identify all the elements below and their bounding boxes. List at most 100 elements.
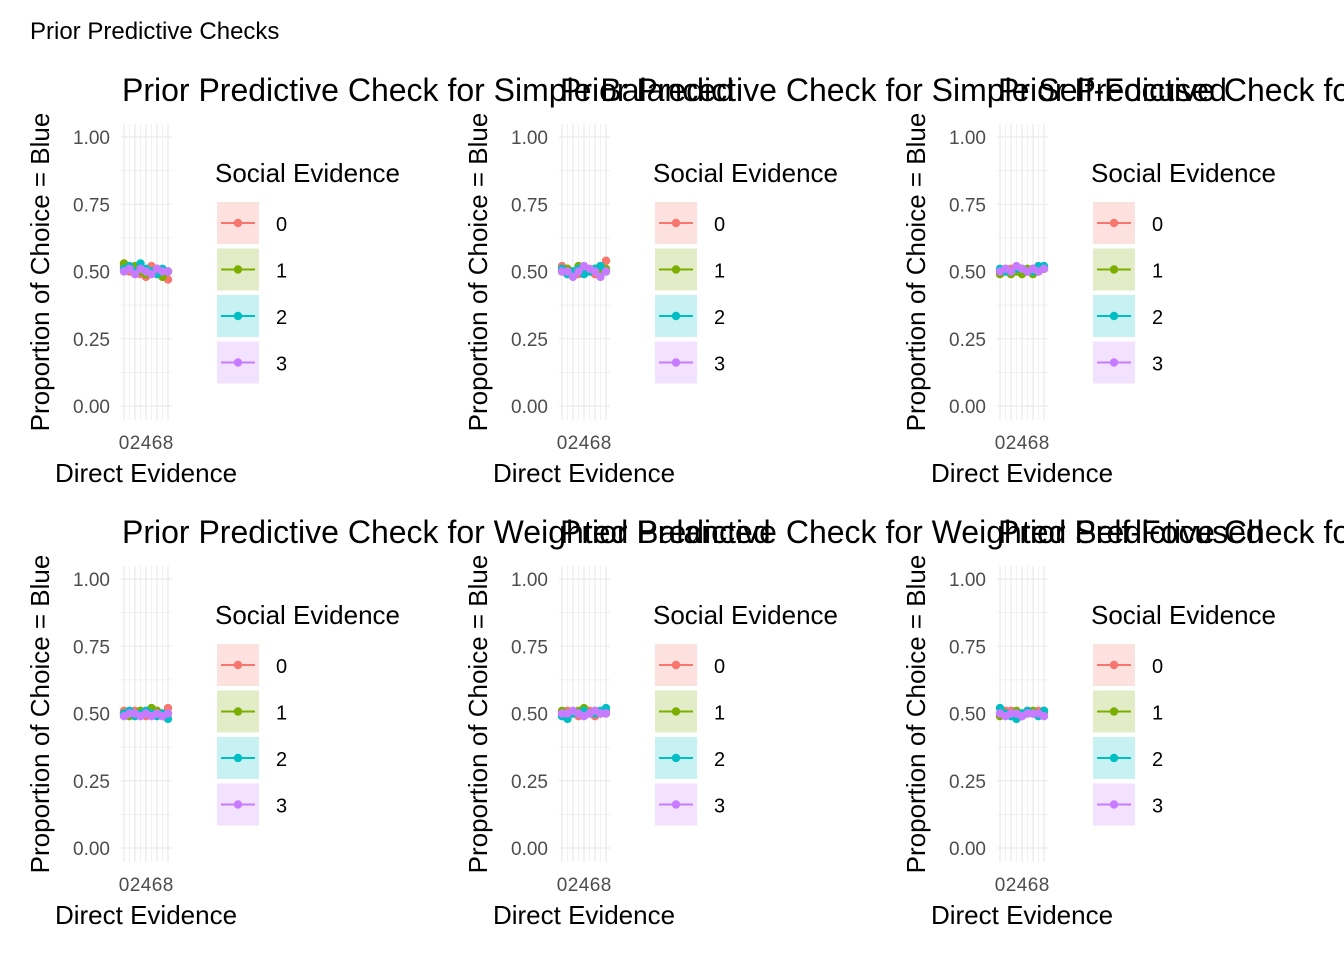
legend-label: 3 xyxy=(276,354,287,376)
legend-key-2: 2 xyxy=(655,737,725,779)
legend-title: Social Evidence xyxy=(653,600,838,630)
legend-label: 1 xyxy=(714,703,725,725)
legend: Social Evidence 0 1 2 3 xyxy=(653,158,838,384)
x-tick-label: 8 xyxy=(601,875,612,896)
legend-key-0: 0 xyxy=(655,644,725,686)
y-tick-label: 0.00 xyxy=(73,839,110,860)
legend-point xyxy=(1109,218,1119,228)
legend: Social Evidence 0 1 2 3 xyxy=(653,600,838,826)
x-tick-label: 0 xyxy=(995,433,1006,454)
legend-point xyxy=(671,265,681,274)
y-tick-label: 0.75 xyxy=(73,195,110,216)
legend-title: Social Evidence xyxy=(215,600,400,630)
legend-label: 3 xyxy=(276,796,287,818)
legend-point xyxy=(1109,265,1119,274)
legend-label: 0 xyxy=(714,214,725,236)
legend-label: 1 xyxy=(276,703,287,725)
x-tick-label: 2 xyxy=(568,875,579,896)
x-tick-label: 4 xyxy=(1017,433,1028,454)
y-tick-label: 0.00 xyxy=(511,397,548,418)
x-axis-title: Direct Evidence xyxy=(931,458,1113,488)
data-point xyxy=(590,267,600,276)
y-tick-label: 0.25 xyxy=(511,330,548,351)
legend-key-1: 1 xyxy=(655,248,725,291)
y-tick-label: 0.50 xyxy=(949,263,986,284)
x-tick-label: 4 xyxy=(579,433,590,454)
legend-point xyxy=(671,707,681,716)
legend-key-2: 2 xyxy=(217,737,287,779)
x-tick-label: 4 xyxy=(579,875,590,896)
x-tick-label: 4 xyxy=(1017,875,1028,896)
y-tick-label: 0.00 xyxy=(73,397,110,418)
x-axis-title: Direct Evidence xyxy=(931,900,1113,930)
data-point xyxy=(601,709,611,718)
legend-key-0: 0 xyxy=(1093,202,1163,244)
x-tick-label: 0 xyxy=(557,433,568,454)
x-tick-label: 4 xyxy=(141,433,152,454)
y-axis-title: Proportion of Choice = Blue xyxy=(463,113,493,432)
chart-title: Prior Predictive Check for Weighted Self… xyxy=(560,514,1264,550)
data-point xyxy=(601,267,611,276)
data-point xyxy=(1039,264,1049,274)
legend-key-0: 0 xyxy=(1093,644,1163,686)
legend-label: 3 xyxy=(714,796,725,818)
series-3 xyxy=(119,264,173,279)
x-axis-title: Direct Evidence xyxy=(493,900,675,930)
legend-key-0: 0 xyxy=(655,202,725,244)
legend-point xyxy=(671,358,681,367)
data-point xyxy=(1039,711,1049,721)
y-tick-label: 0.25 xyxy=(949,330,986,351)
legend-label: 0 xyxy=(276,214,287,236)
legend-point xyxy=(233,218,243,228)
legend-label: 3 xyxy=(1152,796,1163,818)
chart-title: Prior Predictive Check for Weighted Bala… xyxy=(122,514,771,550)
y-tick-label: 0.25 xyxy=(511,772,548,793)
legend-label: 0 xyxy=(1152,656,1163,678)
legend-label: 2 xyxy=(714,307,725,329)
legend: Social Evidence 0 1 2 3 xyxy=(1091,600,1276,826)
legend-key-2: 2 xyxy=(217,295,287,337)
x-tick-label: 0 xyxy=(995,875,1006,896)
legend-title: Social Evidence xyxy=(1091,158,1276,188)
x-tick-label: 2 xyxy=(130,875,141,896)
legend-key-0: 0 xyxy=(217,644,287,686)
y-tick-label: 0.50 xyxy=(73,705,110,726)
legend-point xyxy=(233,358,243,367)
x-tick-label: 8 xyxy=(1039,433,1050,454)
y-tick-label: 1.00 xyxy=(511,570,548,591)
legend-label: 1 xyxy=(276,261,287,283)
legend-label: 1 xyxy=(1152,261,1163,283)
legend-label: 3 xyxy=(1152,354,1163,376)
y-tick-label: 0.50 xyxy=(511,263,548,284)
data-point xyxy=(147,269,156,279)
data-point xyxy=(130,269,140,279)
chart-title: Prior Predictive Check for Simple Balanc… xyxy=(122,72,734,108)
legend: Social Evidence 0 1 2 3 xyxy=(215,158,400,384)
legend-key-2: 2 xyxy=(1093,737,1163,779)
y-axis-title: Proportion of Choice = Blue xyxy=(901,113,931,432)
data-point xyxy=(601,256,611,265)
x-tick-label: 6 xyxy=(1028,433,1039,454)
legend-key-3: 3 xyxy=(1093,341,1163,384)
data-point xyxy=(1006,267,1016,276)
data-point xyxy=(563,267,572,276)
legend-point xyxy=(1109,800,1119,809)
y-tick-label: 0.25 xyxy=(73,330,110,351)
y-tick-label: 0.75 xyxy=(949,195,986,216)
series-3 xyxy=(557,706,611,721)
y-tick-label: 0.00 xyxy=(949,397,986,418)
legend-title: Social Evidence xyxy=(215,158,400,188)
x-tick-label: 6 xyxy=(590,875,601,896)
x-tick-label: 2 xyxy=(1006,875,1017,896)
x-tick-label: 6 xyxy=(152,875,163,896)
legend-title: Social Evidence xyxy=(653,158,838,188)
x-axis-title: Direct Evidence xyxy=(493,458,675,488)
legend-key-3: 3 xyxy=(217,341,287,384)
y-tick-label: 1.00 xyxy=(511,128,548,149)
